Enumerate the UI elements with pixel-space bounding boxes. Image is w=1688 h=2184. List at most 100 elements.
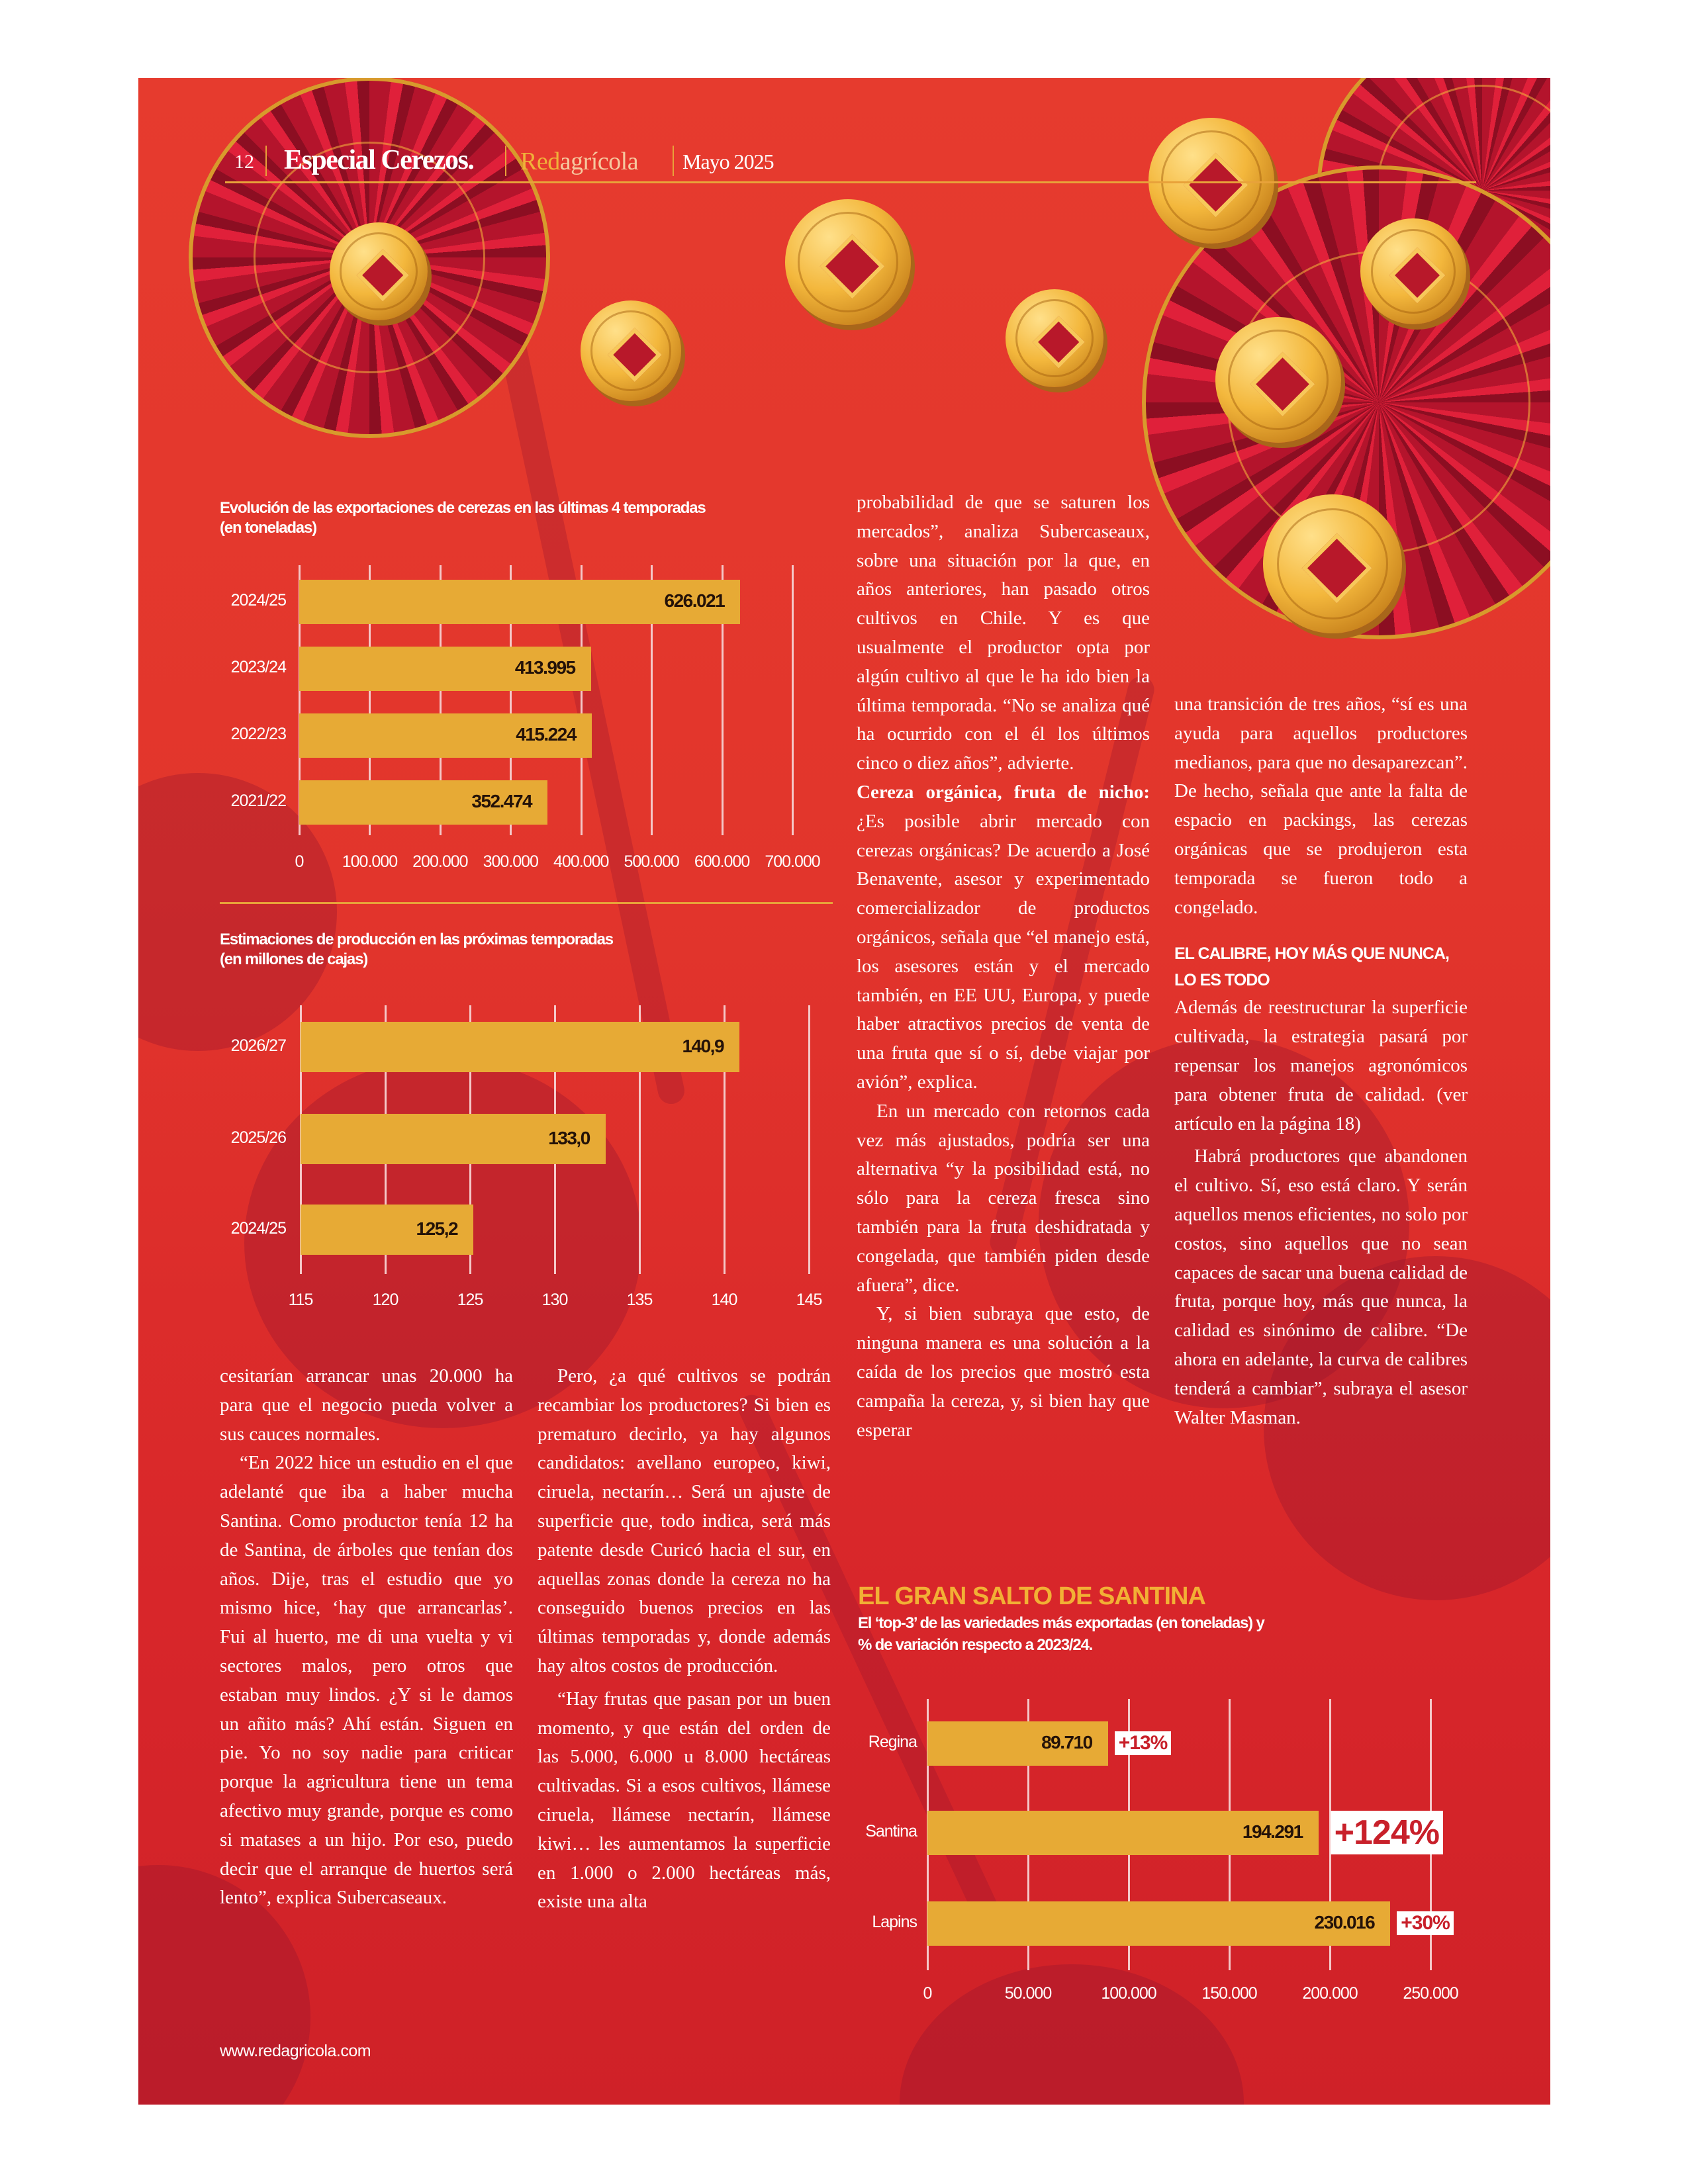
variation-badge: +30% xyxy=(1397,1911,1454,1935)
paragraph: una transición de tres años, “sí es una … xyxy=(1174,694,1468,918)
category-label: 2021/22 xyxy=(230,792,287,810)
gridline xyxy=(369,565,371,835)
header-rule xyxy=(225,181,1476,183)
bar xyxy=(301,1022,740,1072)
gold-coin-decoration xyxy=(1215,317,1341,443)
header-divider xyxy=(673,146,674,176)
gridline xyxy=(439,565,442,835)
brand-logo: Redagrícola xyxy=(520,147,639,176)
gridline xyxy=(808,1005,810,1274)
gold-coin-decoration xyxy=(1006,289,1103,387)
paragraph: probabilidad de que se saturen los merca… xyxy=(857,492,1150,774)
category-label: 2024/25 xyxy=(230,1219,287,1238)
axis-tick-label: 250.000 xyxy=(1403,1984,1458,2003)
gold-coin-decoration xyxy=(1263,494,1402,633)
category-label: 2025/26 xyxy=(230,1128,287,1147)
bar-value-label: 89.710 xyxy=(1041,1732,1093,1752)
axis-tick-label: 140 xyxy=(711,1291,738,1309)
santina-chart-subtitle: El ‘top-3’ de las variedades más exporta… xyxy=(858,1612,1265,1656)
bar-value-label: 626.021 xyxy=(664,590,726,611)
page-header: 12 Especial Cerezos. Redagrícola Mayo 20… xyxy=(138,78,1550,277)
axis-tick-label: 115 xyxy=(288,1291,314,1309)
article-column-left: cesitarían arrancar unas 20.000 ha para … xyxy=(220,1362,513,1913)
category-label: Santina xyxy=(865,1822,917,1841)
article-column-middle: Pero, ¿a qué cultivos se podrán recambia… xyxy=(538,1362,831,1917)
category-label: 2024/25 xyxy=(230,591,287,610)
header-divider xyxy=(265,146,267,176)
axis-tick-label: 200.000 xyxy=(1302,1984,1358,2003)
section-divider xyxy=(220,902,833,904)
variation-badge: +124% xyxy=(1330,1811,1444,1854)
bar-value-label: 140,9 xyxy=(682,1036,724,1056)
axis-tick-label: 200.000 xyxy=(412,852,468,871)
cherry-shape xyxy=(1264,1256,1550,1600)
header-divider xyxy=(505,146,506,176)
axis-tick-label: 500.000 xyxy=(624,852,679,871)
gridline xyxy=(721,565,724,835)
paragraph: Habrá productores que abandonen el culti… xyxy=(1174,1146,1468,1428)
chart-subtitle: (en toneladas) xyxy=(220,519,317,537)
gold-coin-decoration xyxy=(330,222,428,320)
brand-logo-red: Red xyxy=(520,148,560,175)
chart-title: Evolución de las exportaciones de cereza… xyxy=(220,499,706,517)
bar xyxy=(299,579,741,624)
bar xyxy=(927,1901,1391,1946)
gridline xyxy=(792,565,794,835)
gridline xyxy=(639,1005,641,1274)
paragraph: “En 2022 hice un estudio en el que adela… xyxy=(220,1452,513,1909)
chart-exports-title: Evolución de las exportaciones de cereza… xyxy=(220,498,706,538)
category-label: 2026/27 xyxy=(230,1036,287,1055)
article-column-right-2: una transición de tres años, “sí es una … xyxy=(1174,690,1468,1432)
footer-url: www.redagricola.com xyxy=(220,2042,371,2060)
paragraph: “Hay frutas que pasan por un buen moment… xyxy=(538,1688,831,1913)
page-number: 12 xyxy=(234,151,254,173)
axis-tick-label: 400.000 xyxy=(553,852,609,871)
category-label: Regina xyxy=(868,1733,917,1751)
bar-value-label: 415.224 xyxy=(516,724,577,745)
axis-tick-label: 135 xyxy=(626,1291,653,1309)
brand-logo-agricola: agrícola xyxy=(559,148,639,175)
category-label: Lapins xyxy=(872,1913,917,1931)
chart-title: Estimaciones de producción en las próxim… xyxy=(220,931,614,948)
bar-value-label: 125,2 xyxy=(416,1218,459,1239)
bar-value-label: 230.016 xyxy=(1314,1912,1376,1933)
bar xyxy=(301,1114,606,1164)
bar xyxy=(299,646,591,691)
axis-tick-label: 600.000 xyxy=(694,852,750,871)
paragraph-text: ¿Es posible abrir mercado con cerezas or… xyxy=(857,810,1150,1093)
gridline xyxy=(1329,1699,1331,1970)
axis-tick-label: 145 xyxy=(796,1291,823,1309)
gridline xyxy=(724,1005,726,1274)
axis-tick-label: 0 xyxy=(923,1984,933,2003)
axis-tick-label: 100.000 xyxy=(342,852,398,871)
section-heading: EL CALIBRE, HOY MÁS QUE NUNCA, LO ES TOD… xyxy=(1174,944,1450,990)
variation-badge: +13% xyxy=(1114,1731,1172,1755)
gridline xyxy=(510,565,512,835)
axis-tick-label: 120 xyxy=(372,1291,399,1309)
paragraph-lead: Cereza orgánica, fruta de nicho: xyxy=(857,781,1150,803)
bar-value-label: 194.291 xyxy=(1242,1821,1303,1842)
chart-subtitle: (en millones de cajas) xyxy=(220,950,368,968)
bar-value-label: 413.995 xyxy=(514,657,576,678)
bar xyxy=(927,1810,1319,1855)
bar-value-label: 352.474 xyxy=(471,791,532,811)
paragraph: cesitarían arrancar unas 20.000 ha para … xyxy=(220,1365,513,1445)
axis-tick-label: 700.000 xyxy=(765,852,820,871)
chart-subtitle: El ‘top-3’ de las variedades más exporta… xyxy=(858,1614,1265,1632)
gold-coin-decoration xyxy=(1360,218,1466,324)
axis-tick-label: 0 xyxy=(295,852,305,871)
article-column-right-1: probabilidad de que se saturen los merca… xyxy=(857,488,1150,1445)
axis-tick-label: 150.000 xyxy=(1201,1984,1257,2003)
cherry-shape xyxy=(1039,1038,1409,1408)
axis-tick-label: 300.000 xyxy=(483,852,539,871)
paragraph: Y, si bien subraya que esto, de ninguna … xyxy=(857,1303,1150,1441)
gold-coin-decoration xyxy=(785,199,911,325)
gridline xyxy=(299,565,301,835)
axis-tick-label: 100.000 xyxy=(1101,1984,1156,2003)
axis-tick-label: 130 xyxy=(541,1291,569,1309)
axis-tick-label: 50.000 xyxy=(1004,1984,1052,2003)
chart-subtitle: % de variación respecto a 2023/24. xyxy=(858,1636,1093,1654)
category-label: 2022/23 xyxy=(230,725,287,743)
santina-chart-title: EL GRAN SALTO DE SANTINA xyxy=(858,1582,1206,1610)
bar xyxy=(927,1721,1108,1766)
